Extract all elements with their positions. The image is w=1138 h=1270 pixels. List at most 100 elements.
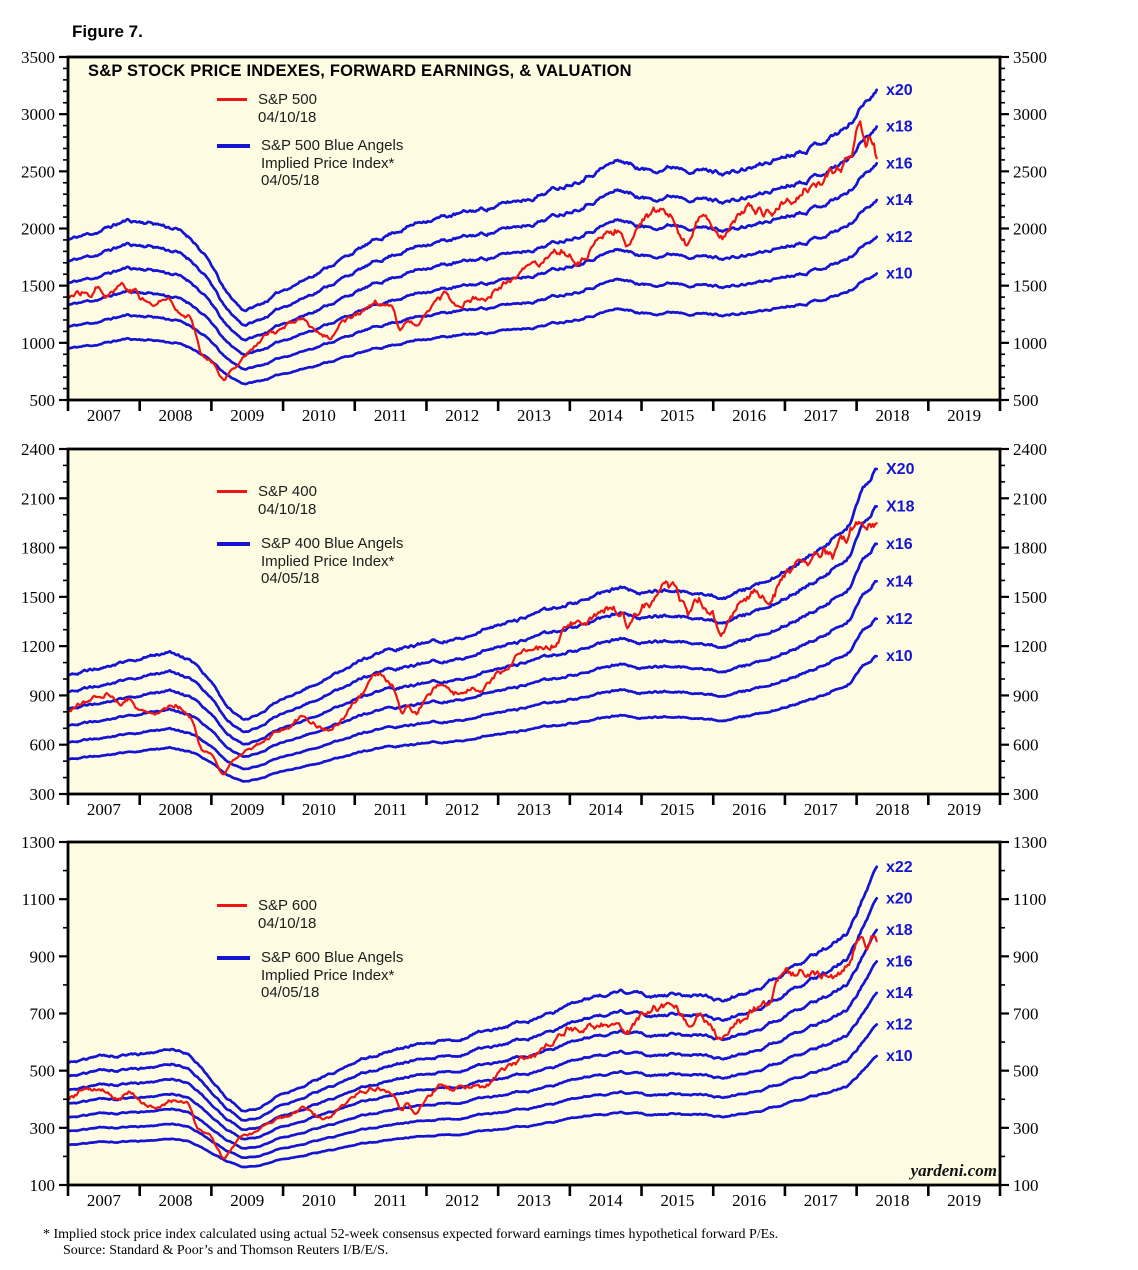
x-year-label: 2014 bbox=[589, 1191, 624, 1210]
sp600-blue-angels-line-x12 bbox=[68, 1023, 879, 1160]
x-year-label: 2016 bbox=[732, 406, 766, 425]
y-axis-label-right: 500 bbox=[1013, 1062, 1039, 1081]
x-year-label: 2015 bbox=[660, 1191, 694, 1210]
y-axis-label-right: 1500 bbox=[1013, 277, 1047, 296]
pe-multiple-label-x22: x22 bbox=[886, 859, 913, 876]
x-year-label: 2014 bbox=[589, 800, 624, 819]
pe-multiple-label-x12: x12 bbox=[886, 229, 913, 246]
legend-text: S&P 500 04/10/18 bbox=[258, 91, 317, 126]
y-axis-label-right: 1800 bbox=[1013, 539, 1047, 558]
sp500-plot-background bbox=[68, 57, 1000, 400]
blue-line-swatch bbox=[217, 956, 250, 960]
sp500-blue-angels-line-x20 bbox=[68, 88, 879, 313]
y-axis-label-right: 3500 bbox=[1013, 48, 1047, 67]
x-year-label: 2019 bbox=[947, 406, 981, 425]
x-year-label: 2012 bbox=[445, 406, 479, 425]
sp600-blue-angels-line-x10 bbox=[68, 1054, 879, 1169]
x-year-label: 2011 bbox=[374, 800, 407, 819]
sp600-blue-angels-legend: S&P 600 Blue Angels Implied Price Index*… bbox=[217, 949, 403, 1002]
y-axis-label-left: 1000 bbox=[21, 334, 55, 353]
sp400-plot-frame bbox=[66, 447, 1002, 796]
y-axis-label-right: 3000 bbox=[1013, 105, 1047, 124]
y-axis-label-right: 1300 bbox=[1013, 833, 1047, 852]
x-year-label: 2010 bbox=[302, 1191, 336, 1210]
sp600-blue-date: 04/05/18 bbox=[261, 984, 320, 1001]
sp400-price-date: 04/10/18 bbox=[258, 500, 317, 518]
pe-multiple-label-X20: X20 bbox=[886, 461, 915, 478]
y-axis-label-right: 900 bbox=[1013, 947, 1039, 966]
sp500-blue-angels-line-x14 bbox=[68, 198, 879, 357]
sp500-plot-frame bbox=[66, 55, 1002, 402]
y-axis-label-right: 2500 bbox=[1013, 162, 1047, 181]
x-year-label: 2010 bbox=[302, 800, 336, 819]
y-axis-label-left: 900 bbox=[30, 686, 56, 705]
sp600-blue-angels-line-x18 bbox=[68, 928, 879, 1132]
y-axis-label-left: 3000 bbox=[21, 105, 55, 124]
y-axis-label-right: 100 bbox=[1013, 1176, 1039, 1195]
sp600-plot-frame bbox=[66, 840, 1002, 1187]
sp400-panel: 300 300 600 600 900 900 1200 1200 1500 1500 1800 18… bbox=[21, 440, 1047, 819]
x-year-label: 2013 bbox=[517, 1191, 551, 1210]
y-axis-label-left: 2400 bbox=[21, 440, 55, 459]
sp600-panel: 100 100 300 300 500 500 700 700 900 900 1100 1100 13… bbox=[21, 833, 1047, 1210]
x-year-label: 2015 bbox=[660, 406, 694, 425]
chart-title: S&P STOCK PRICE INDEXES, FORWARD EARNING… bbox=[88, 62, 632, 80]
sp600-price-legend: S&P 600 04/10/18 bbox=[217, 897, 317, 932]
x-year-label: 2009 bbox=[230, 800, 264, 819]
legend-text: S&P 400 04/10/18 bbox=[258, 483, 317, 518]
pe-multiple-label-X18: X18 bbox=[886, 498, 915, 515]
x-year-label: 2013 bbox=[517, 406, 551, 425]
pe-multiple-label-x14: x14 bbox=[886, 985, 913, 1002]
sp600-blue-angels-line-x20 bbox=[68, 896, 879, 1122]
x-year-label: 2008 bbox=[159, 1191, 193, 1210]
x-year-label: 2018 bbox=[875, 800, 909, 819]
y-axis-label-left: 300 bbox=[30, 785, 56, 804]
x-year-label: 2018 bbox=[875, 1191, 909, 1210]
pe-multiple-label-x16: x16 bbox=[886, 536, 913, 553]
x-year-label: 2007 bbox=[87, 800, 122, 819]
sp600-blue-angels-line-x22 bbox=[68, 865, 879, 1113]
sp400-blue-angels-legend: S&P 400 Blue Angels Implied Price Index*… bbox=[217, 535, 403, 588]
x-year-label: 2008 bbox=[159, 406, 193, 425]
sp500-panel: 500 500 1000 1000 1500 1500 2000 2000 2500 2500 30… bbox=[21, 48, 1047, 425]
y-axis-label-right: 300 bbox=[1013, 1119, 1039, 1138]
sp500-series bbox=[68, 88, 879, 386]
y-axis-label-left: 1300 bbox=[21, 833, 55, 852]
x-year-label: 2010 bbox=[302, 406, 336, 425]
y-axis-label-right: 1000 bbox=[1013, 334, 1047, 353]
pe-multiple-label-x12: x12 bbox=[886, 1016, 913, 1033]
sp600-price-label: S&P 600 bbox=[258, 897, 317, 914]
sp400-blue-angels-line-X20 bbox=[68, 467, 879, 721]
y-axis-label-right: 2400 bbox=[1013, 440, 1047, 459]
red-line-swatch bbox=[217, 98, 247, 101]
y-axis-label-left: 300 bbox=[30, 1119, 56, 1138]
pe-multiple-label-x16: x16 bbox=[886, 953, 913, 970]
y-axis-label-left: 1800 bbox=[21, 539, 55, 558]
y-axis-label-right: 2000 bbox=[1013, 220, 1047, 239]
sp400-price-line bbox=[68, 520, 878, 776]
pe-multiple-label-x14: x14 bbox=[886, 573, 913, 590]
y-axis-label-left: 1100 bbox=[22, 890, 55, 909]
sp500-price-line bbox=[68, 120, 878, 382]
x-year-label: 2011 bbox=[374, 1191, 407, 1210]
y-axis-label-left: 1500 bbox=[21, 588, 55, 607]
sp400-blue-angels-line-x16 bbox=[68, 542, 879, 746]
x-year-label: 2019 bbox=[947, 1191, 981, 1210]
y-axis-label-right: 1100 bbox=[1013, 890, 1046, 909]
pe-multiple-label-x20: x20 bbox=[886, 82, 913, 99]
sp600-price-line bbox=[68, 935, 878, 1160]
blue-line-swatch bbox=[217, 542, 250, 546]
x-year-label: 2014 bbox=[589, 406, 624, 425]
sp500-blue-angels-legend: S&P 500 Blue Angels Implied Price Index*… bbox=[217, 137, 403, 190]
x-year-label: 2013 bbox=[517, 800, 551, 819]
y-axis-label-right: 300 bbox=[1013, 785, 1039, 804]
y-axis-label-right: 1200 bbox=[1013, 637, 1047, 656]
y-axis-label-left: 1500 bbox=[21, 277, 55, 296]
sp400-plot-background bbox=[68, 449, 1000, 794]
sp500-blue-label-2: Implied Price Index* bbox=[261, 154, 395, 172]
sp500-price-label: S&P 500 bbox=[258, 91, 317, 108]
legend-text: S&P 400 Blue Angels Implied Price Index*… bbox=[261, 535, 403, 588]
footnote-line2: Source: Standard & Poor’s and Thomson Re… bbox=[63, 1243, 389, 1258]
sp500-price-date: 04/10/18 bbox=[258, 108, 317, 126]
